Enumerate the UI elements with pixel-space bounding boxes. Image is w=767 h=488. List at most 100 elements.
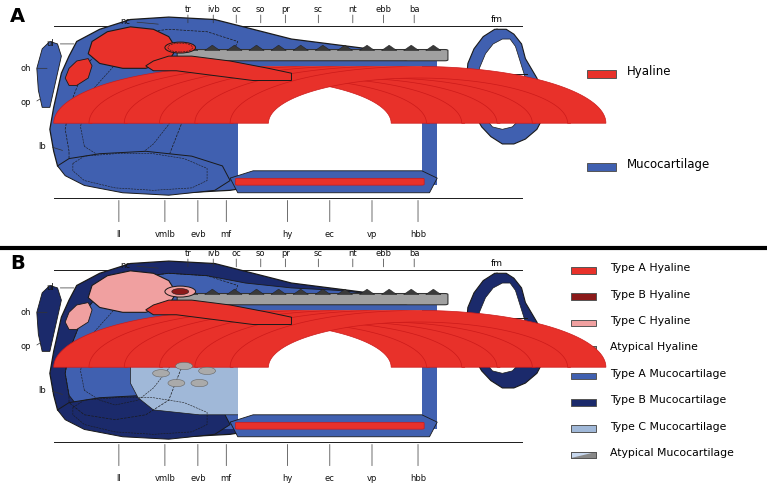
Polygon shape	[293, 45, 308, 50]
Polygon shape	[315, 45, 331, 50]
Polygon shape	[477, 283, 528, 373]
Ellipse shape	[165, 42, 196, 53]
Polygon shape	[381, 45, 397, 50]
Text: Type C Mucocartilage: Type C Mucocartilage	[610, 422, 726, 431]
Polygon shape	[426, 45, 441, 50]
Ellipse shape	[191, 380, 208, 386]
Text: ebb: ebb	[376, 249, 391, 258]
Bar	[587, 70, 616, 78]
Text: B: B	[10, 254, 25, 273]
Polygon shape	[466, 29, 545, 144]
Bar	[571, 346, 596, 353]
Polygon shape	[146, 300, 291, 325]
Ellipse shape	[165, 286, 196, 297]
Polygon shape	[54, 66, 430, 123]
Polygon shape	[65, 59, 92, 85]
Bar	[571, 399, 596, 406]
Polygon shape	[89, 310, 465, 367]
Polygon shape	[65, 273, 414, 429]
Polygon shape	[381, 289, 397, 294]
Bar	[571, 267, 596, 274]
Polygon shape	[249, 45, 264, 50]
Text: Hyaline: Hyaline	[627, 65, 671, 79]
Polygon shape	[58, 395, 230, 439]
Text: ba: ba	[409, 249, 420, 258]
Polygon shape	[360, 289, 375, 294]
Text: Type A Hyaline: Type A Hyaline	[610, 264, 690, 273]
Polygon shape	[238, 310, 422, 422]
Text: Type C Hyaline: Type C Hyaline	[610, 316, 690, 326]
Polygon shape	[271, 45, 286, 50]
Text: evb: evb	[190, 230, 206, 239]
FancyBboxPatch shape	[235, 422, 424, 429]
Text: lb: lb	[38, 386, 46, 395]
Text: hbb: hbb	[410, 230, 426, 239]
Bar	[571, 451, 596, 458]
Text: vp: vp	[367, 474, 377, 483]
FancyBboxPatch shape	[177, 49, 448, 61]
Polygon shape	[315, 289, 331, 294]
Ellipse shape	[153, 370, 170, 377]
Polygon shape	[403, 289, 419, 294]
Polygon shape	[205, 45, 220, 50]
Text: Atypical Mucocartilage: Atypical Mucocartilage	[610, 448, 734, 458]
Text: hy: hy	[282, 474, 293, 483]
Text: fm: fm	[491, 16, 503, 24]
Text: ul: ul	[46, 40, 54, 48]
Text: op: op	[20, 342, 31, 351]
Polygon shape	[160, 310, 535, 367]
Polygon shape	[195, 66, 571, 123]
Polygon shape	[227, 289, 242, 294]
Text: oc: oc	[232, 5, 241, 14]
Bar	[571, 293, 596, 300]
Text: nt: nt	[348, 249, 357, 258]
Text: evb: evb	[190, 474, 206, 483]
Polygon shape	[571, 346, 596, 353]
Text: ebb: ebb	[376, 5, 391, 14]
Polygon shape	[195, 310, 571, 367]
Ellipse shape	[172, 288, 189, 295]
Polygon shape	[293, 289, 308, 294]
Polygon shape	[183, 289, 198, 294]
Polygon shape	[222, 305, 437, 429]
Text: hbb: hbb	[410, 474, 426, 483]
Polygon shape	[58, 151, 230, 195]
Polygon shape	[271, 289, 286, 294]
Polygon shape	[50, 261, 422, 437]
FancyBboxPatch shape	[177, 293, 448, 305]
Text: sc: sc	[314, 5, 323, 14]
Text: nc: nc	[120, 18, 130, 26]
Polygon shape	[50, 17, 422, 193]
Polygon shape	[65, 303, 92, 329]
Polygon shape	[360, 45, 375, 50]
Text: Type B Mucocartilage: Type B Mucocartilage	[610, 395, 726, 405]
Polygon shape	[222, 61, 437, 185]
Bar	[571, 425, 596, 432]
Text: mf: mf	[221, 474, 232, 483]
Polygon shape	[227, 45, 242, 50]
Polygon shape	[230, 310, 606, 367]
Text: ec: ec	[325, 474, 334, 483]
Polygon shape	[426, 289, 441, 294]
Text: op: op	[20, 98, 31, 107]
Text: sc: sc	[314, 249, 323, 258]
Text: hy: hy	[282, 230, 293, 239]
Text: tr: tr	[185, 5, 191, 14]
Polygon shape	[37, 285, 61, 351]
Polygon shape	[205, 289, 220, 294]
Text: so: so	[256, 5, 265, 14]
Polygon shape	[160, 66, 535, 123]
Polygon shape	[88, 27, 176, 68]
Bar	[571, 320, 596, 326]
Polygon shape	[249, 289, 264, 294]
Text: ul: ul	[46, 284, 54, 292]
Text: pr: pr	[281, 249, 290, 258]
Polygon shape	[89, 66, 465, 123]
Text: fm: fm	[491, 260, 503, 268]
Polygon shape	[146, 56, 291, 81]
Polygon shape	[88, 271, 176, 312]
Bar	[571, 346, 596, 353]
FancyBboxPatch shape	[235, 178, 424, 185]
Text: oh: oh	[20, 308, 31, 317]
Text: vp: vp	[367, 230, 377, 239]
